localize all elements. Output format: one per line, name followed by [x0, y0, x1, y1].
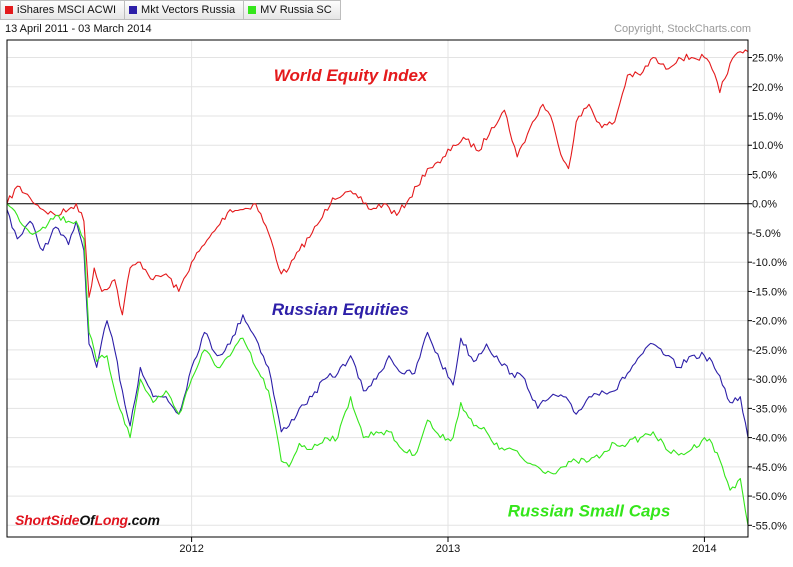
y-tick-label: -35.0% [752, 403, 787, 415]
logo-part-1: ShortSide [15, 512, 80, 528]
y-tick-label: -40.0% [752, 433, 787, 445]
copyright: Copyright, StockCharts.com [614, 23, 751, 35]
y-axis-ticks: 25.0% 20.0% 15.0% 10.0% 5.0% 0.0% -5.0% -10.0% -… [748, 53, 787, 532]
legend-item-acwi[interactable]: iShares MSCI ACWI [0, 0, 126, 20]
series-line-0 [6, 49, 749, 316]
y-tick-label: 25.0% [752, 53, 783, 65]
x-tick-label: 2012 [179, 543, 203, 555]
annotation-0: World Equity Index [274, 66, 429, 85]
y-tick-label: -20.0% [752, 316, 787, 328]
logo-part-3: Long [94, 512, 128, 528]
legend-item-russia-sc[interactable]: MV Russia SC [244, 0, 341, 20]
y-tick-label: -10.0% [752, 257, 787, 269]
legend-label-acwi: iShares MSCI ACWI [17, 4, 117, 16]
y-tick-label: -45.0% [752, 462, 787, 474]
y-tick-label: -25.0% [752, 345, 787, 357]
legend-swatch-russia [129, 6, 138, 14]
legend: iShares MSCI ACWI Mkt Vectors Russia MV … [0, 0, 341, 20]
annotation-2: Russian Small Caps [508, 502, 671, 521]
series-line-1 [6, 209, 749, 438]
legend-label-russia: Mkt Vectors Russia [141, 4, 236, 16]
y-tick-label: 0.0% [752, 199, 777, 211]
y-tick-label: -5.0% [752, 228, 781, 240]
y-tick-label: 10.0% [752, 140, 783, 152]
legend-swatch-acwi [5, 6, 13, 14]
date-range: 13 April 2011 - 03 March 2014 [5, 23, 152, 35]
plot-frame [6, 39, 749, 538]
logo-part-4: .com [127, 512, 160, 528]
y-tick-label: -15.0% [752, 286, 787, 298]
logo-part-2: Of [79, 512, 95, 528]
chart-grid [7, 40, 748, 537]
annotation-1: Russian Equities [272, 300, 409, 319]
legend-swatch-russia-sc [248, 6, 257, 14]
y-tick-label: 20.0% [752, 82, 783, 94]
y-tick-label: -30.0% [752, 374, 787, 386]
legend-label-russia-sc: MV Russia SC [260, 4, 332, 16]
series-line-2 [6, 203, 749, 526]
plot-border [6, 39, 749, 538]
x-tick-label: 2014 [692, 543, 716, 555]
chart-annotations: World Equity Index Russian Equities Russia… [272, 66, 670, 521]
watermark-logo: ShortSideOfLong.com [15, 512, 160, 528]
legend-item-russia[interactable]: Mkt Vectors Russia [125, 0, 245, 20]
y-tick-label: -50.0% [752, 491, 787, 503]
y-tick-label: -55.0% [752, 520, 787, 532]
y-tick-label: 5.0% [752, 169, 777, 181]
x-tick-label: 2013 [436, 543, 460, 555]
series-lines [6, 49, 749, 526]
x-axis-ticks: 2012 2013 2014 [179, 537, 717, 555]
y-tick-label: 15.0% [752, 111, 783, 123]
